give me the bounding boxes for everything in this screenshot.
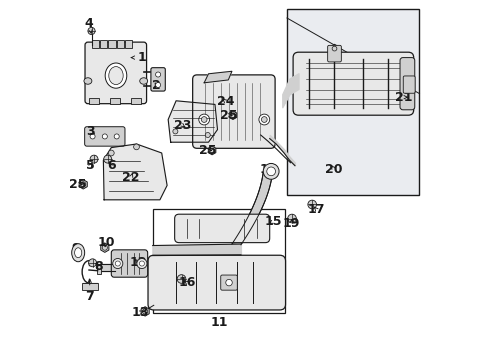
Ellipse shape xyxy=(263,163,279,179)
Bar xyxy=(100,40,107,48)
Text: 22: 22 xyxy=(122,171,140,184)
Circle shape xyxy=(90,155,98,163)
Polygon shape xyxy=(103,144,167,200)
Circle shape xyxy=(88,259,96,267)
Text: 1: 1 xyxy=(131,51,146,64)
Polygon shape xyxy=(231,172,272,245)
FancyBboxPatch shape xyxy=(399,58,414,110)
Circle shape xyxy=(137,258,146,269)
Text: 20: 20 xyxy=(325,163,342,176)
FancyBboxPatch shape xyxy=(85,42,146,104)
Circle shape xyxy=(133,144,139,150)
Text: 14: 14 xyxy=(219,278,237,291)
Bar xyxy=(152,209,285,313)
Circle shape xyxy=(88,27,95,35)
Polygon shape xyxy=(141,307,149,316)
Text: 9: 9 xyxy=(72,242,80,255)
Circle shape xyxy=(261,117,266,122)
Text: 10: 10 xyxy=(97,237,114,249)
Text: 5: 5 xyxy=(86,159,95,172)
FancyBboxPatch shape xyxy=(403,76,414,93)
Text: 11: 11 xyxy=(210,316,227,329)
Polygon shape xyxy=(101,243,109,252)
Bar xyxy=(81,283,98,290)
Bar xyxy=(110,98,120,104)
Text: 2: 2 xyxy=(152,79,161,92)
Circle shape xyxy=(307,200,316,209)
Circle shape xyxy=(199,114,209,125)
Bar xyxy=(91,40,99,48)
Circle shape xyxy=(258,114,269,125)
Circle shape xyxy=(155,82,160,87)
Polygon shape xyxy=(168,101,217,142)
Text: 4: 4 xyxy=(84,17,93,33)
FancyBboxPatch shape xyxy=(84,127,125,146)
FancyBboxPatch shape xyxy=(111,250,147,277)
Text: 12: 12 xyxy=(129,256,147,269)
Text: 23: 23 xyxy=(174,119,191,132)
Bar xyxy=(108,40,115,48)
Circle shape xyxy=(103,155,111,163)
Polygon shape xyxy=(204,71,231,83)
FancyBboxPatch shape xyxy=(220,275,237,290)
Text: 17: 17 xyxy=(307,203,325,216)
Text: 13: 13 xyxy=(131,306,148,319)
Ellipse shape xyxy=(108,67,123,85)
Circle shape xyxy=(115,261,120,266)
Circle shape xyxy=(201,117,206,122)
Bar xyxy=(97,264,101,274)
Text: 3: 3 xyxy=(86,125,95,138)
Text: 7: 7 xyxy=(85,279,94,303)
Circle shape xyxy=(90,134,95,139)
Ellipse shape xyxy=(75,248,81,258)
Polygon shape xyxy=(79,180,87,189)
Text: 18: 18 xyxy=(259,163,276,176)
Circle shape xyxy=(108,150,114,156)
Circle shape xyxy=(139,261,144,266)
FancyBboxPatch shape xyxy=(327,45,341,62)
Text: 19: 19 xyxy=(282,217,299,230)
Text: 25: 25 xyxy=(69,178,87,191)
Text: 15: 15 xyxy=(264,215,282,228)
FancyBboxPatch shape xyxy=(151,68,165,91)
FancyBboxPatch shape xyxy=(286,9,419,195)
Polygon shape xyxy=(229,111,236,120)
Bar xyxy=(130,98,141,104)
FancyBboxPatch shape xyxy=(292,52,413,115)
Text: 21: 21 xyxy=(394,91,411,104)
Text: 6: 6 xyxy=(107,159,115,172)
Circle shape xyxy=(114,134,119,139)
Circle shape xyxy=(113,258,122,269)
Ellipse shape xyxy=(140,78,147,84)
Bar xyxy=(125,40,132,48)
Circle shape xyxy=(177,275,185,283)
Ellipse shape xyxy=(266,167,275,176)
Ellipse shape xyxy=(84,78,92,84)
Text: 16: 16 xyxy=(178,276,195,289)
Polygon shape xyxy=(330,44,338,53)
Text: 8: 8 xyxy=(94,260,103,273)
FancyBboxPatch shape xyxy=(192,75,275,148)
FancyBboxPatch shape xyxy=(174,214,269,243)
Text: 25: 25 xyxy=(199,144,216,157)
Circle shape xyxy=(287,214,296,223)
Circle shape xyxy=(155,72,160,77)
Circle shape xyxy=(102,134,107,139)
Polygon shape xyxy=(208,146,215,155)
Ellipse shape xyxy=(72,244,84,262)
Bar xyxy=(89,98,99,104)
FancyBboxPatch shape xyxy=(148,255,285,310)
Text: 25: 25 xyxy=(219,109,237,122)
Circle shape xyxy=(172,129,178,134)
Bar xyxy=(117,40,123,48)
Circle shape xyxy=(225,279,232,286)
Text: 24: 24 xyxy=(217,95,234,108)
Ellipse shape xyxy=(105,63,126,88)
Circle shape xyxy=(205,132,210,138)
